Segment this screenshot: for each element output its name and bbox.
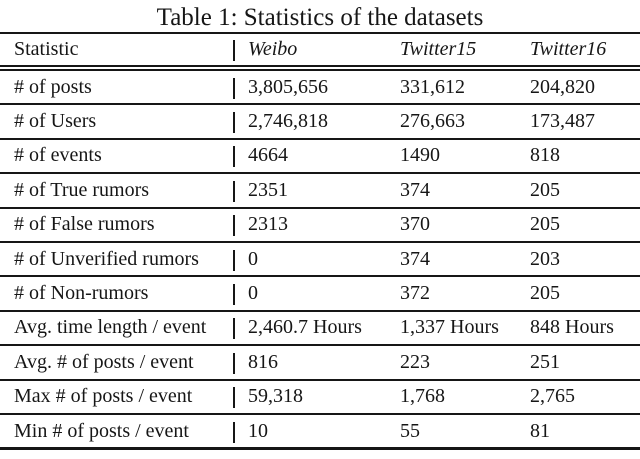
cell-weibo: 816 xyxy=(233,344,400,380)
cell-twitter16: 205 xyxy=(530,172,640,208)
cell-value: 3,805,656 xyxy=(248,75,328,98)
table-row: # of True rumors 2351 374 205 xyxy=(0,172,640,208)
column-separator-bar xyxy=(233,318,235,340)
row-label: # of events xyxy=(0,137,233,174)
cell-weibo: 2351 xyxy=(233,172,400,208)
col-header-twitter16-label: Twitter16 xyxy=(530,38,607,60)
cell-value: 2313 xyxy=(248,213,288,236)
cell-twitter15: 276,663 xyxy=(400,103,530,139)
cell-value: 0 xyxy=(248,282,258,305)
dataset-statistics-table: Statistic Weibo Twitter15 Twitter16 # of… xyxy=(0,32,640,451)
cell-twitter16: 81 xyxy=(530,412,640,451)
column-separator-bar xyxy=(233,146,235,168)
cell-weibo: 59,318 xyxy=(233,378,400,414)
table-row: Avg. time length / event 2,460.7 Hours 1… xyxy=(0,309,640,346)
col-header-weibo-label: Weibo xyxy=(248,38,298,60)
cell-twitter15: 223 xyxy=(400,344,530,380)
cell-value: 59,318 xyxy=(248,385,303,408)
table-row: # of Users 2,746,818 276,663 173,487 xyxy=(0,103,640,139)
col-header-twitter16: Twitter16 xyxy=(530,32,640,71)
table-row: # of posts 3,805,656 331,612 204,820 xyxy=(0,66,640,105)
cell-value: 2351 xyxy=(248,178,288,201)
column-separator-bar xyxy=(233,352,235,374)
cell-value: 4664 xyxy=(248,144,288,167)
table-row: # of False rumors 2313 370 205 xyxy=(0,206,640,242)
column-separator-bar xyxy=(233,77,235,99)
col-header-statistic: Statistic xyxy=(0,32,233,71)
column-separator-bar xyxy=(233,421,235,443)
cell-twitter16: 173,487 xyxy=(530,103,640,139)
cell-weibo: 2,460.7 Hours xyxy=(233,309,400,346)
table-row: # of Non-rumors 0 372 205 xyxy=(0,275,640,311)
row-label: Avg. # of posts / event xyxy=(0,344,233,380)
cell-weibo: 3,805,656 xyxy=(233,66,400,105)
column-separator-bar xyxy=(233,249,235,271)
column-separator-bar xyxy=(233,180,235,202)
cell-twitter16: 203 xyxy=(530,240,640,277)
table-row: # of Unverified rumors 0 374 203 xyxy=(0,240,640,277)
cell-value: 816 xyxy=(248,350,278,373)
cell-twitter15: 374 xyxy=(400,240,530,277)
cell-twitter15: 374 xyxy=(400,172,530,208)
cell-twitter16: 2,765 xyxy=(530,378,640,414)
row-label: # of Users xyxy=(0,103,233,139)
cell-value: 2,460.7 Hours xyxy=(248,316,362,339)
cell-twitter15: 55 xyxy=(400,412,530,451)
cell-twitter15: 370 xyxy=(400,206,530,242)
cell-twitter16: 818 xyxy=(530,137,640,174)
col-header-twitter15-label: Twitter15 xyxy=(400,38,477,60)
cell-weibo: 4664 xyxy=(233,137,400,174)
table-row: Avg. # of posts / event 816 223 251 xyxy=(0,344,640,380)
cell-value: 10 xyxy=(248,419,268,442)
cell-twitter16: 848 Hours xyxy=(530,309,640,346)
column-separator-bar xyxy=(233,283,235,305)
cell-value: 2,746,818 xyxy=(248,110,328,133)
col-header-twitter15: Twitter15 xyxy=(400,32,530,71)
cell-weibo: 2,746,818 xyxy=(233,103,400,139)
row-label: # of False rumors xyxy=(0,206,233,242)
cell-twitter15: 372 xyxy=(400,275,530,311)
cell-twitter16: 205 xyxy=(530,275,640,311)
cell-weibo: 0 xyxy=(233,240,400,277)
cell-twitter16: 205 xyxy=(530,206,640,242)
column-separator-bar xyxy=(233,215,235,237)
cell-twitter15: 1,337 Hours xyxy=(400,309,530,346)
cell-twitter16: 251 xyxy=(530,344,640,380)
cell-weibo: 0 xyxy=(233,275,400,311)
table-row: # of events 4664 1490 818 xyxy=(0,137,640,174)
cell-twitter15: 1490 xyxy=(400,137,530,174)
row-label: Avg. time length / event xyxy=(0,309,233,346)
column-separator-bar xyxy=(233,111,235,133)
row-label: # of posts xyxy=(0,66,233,105)
column-separator-bar xyxy=(233,387,235,409)
table-row: Min # of posts / event 10 55 81 xyxy=(0,412,640,451)
cell-weibo: 2313 xyxy=(233,206,400,242)
header-row: Statistic Weibo Twitter15 Twitter16 xyxy=(0,32,640,71)
cell-twitter15: 331,612 xyxy=(400,66,530,105)
cell-twitter16: 204,820 xyxy=(530,66,640,105)
column-separator-bar xyxy=(233,39,235,61)
row-label: # of True rumors xyxy=(0,172,233,208)
cell-value: 0 xyxy=(248,247,258,270)
col-header-weibo: Weibo xyxy=(233,32,400,71)
cell-weibo: 10 xyxy=(233,412,400,451)
cell-twitter15: 1,768 xyxy=(400,378,530,414)
table-row: Max # of posts / event 59,318 1,768 2,76… xyxy=(0,378,640,414)
row-label: # of Unverified rumors xyxy=(0,240,233,277)
row-label: Min # of posts / event xyxy=(0,412,233,451)
row-label: # of Non-rumors xyxy=(0,275,233,311)
row-label: Max # of posts / event xyxy=(0,378,233,414)
table-caption: Table 1: Statistics of the datasets xyxy=(156,4,484,31)
